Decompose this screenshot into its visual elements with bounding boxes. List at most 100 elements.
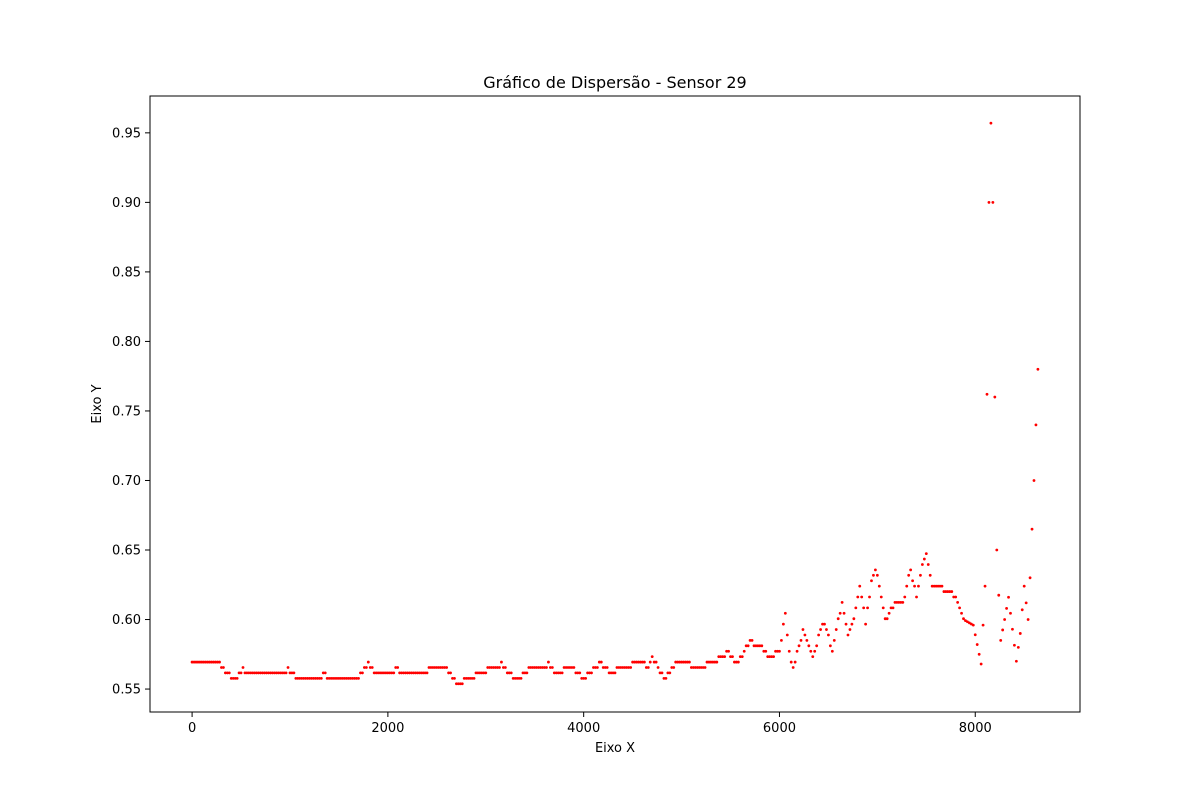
data-point [922, 557, 926, 561]
data-point [783, 611, 787, 615]
data-point [302, 676, 306, 680]
data-point [662, 676, 666, 680]
data-point [905, 584, 909, 588]
data-point [644, 666, 648, 669]
data-point [973, 633, 977, 637]
data-point [492, 666, 496, 669]
data-point [944, 590, 948, 593]
data-point [705, 660, 709, 664]
data-point [502, 666, 505, 669]
data-point [578, 671, 582, 675]
data-point [378, 671, 382, 675]
data-point [729, 655, 732, 659]
data-point [368, 666, 372, 669]
data-point [811, 655, 815, 659]
data-point [993, 395, 997, 399]
data-point [997, 593, 1001, 597]
data-point [995, 548, 999, 552]
data-point [768, 655, 772, 659]
data-point [523, 671, 527, 675]
data-point [621, 666, 625, 669]
data-point [421, 671, 425, 675]
y-tick-label: 0.90 [112, 196, 141, 211]
data-point [791, 666, 795, 669]
data-point [1009, 611, 1012, 615]
data-point [639, 660, 642, 664]
data-point [703, 666, 707, 669]
y-tick-label: 0.60 [112, 613, 141, 628]
data-point [962, 617, 965, 621]
data-point [770, 655, 774, 659]
data-point [233, 676, 237, 680]
data-point [680, 660, 683, 664]
data-point [860, 595, 864, 599]
data-point [789, 660, 793, 664]
data-point [282, 671, 286, 675]
data-point [319, 676, 323, 680]
data-point [361, 671, 364, 675]
data-point [850, 622, 854, 626]
data-point [942, 590, 946, 593]
data-point [269, 671, 272, 675]
data-point [697, 666, 701, 669]
data-point [1011, 627, 1014, 631]
data-point [214, 660, 217, 664]
data-point [754, 644, 758, 648]
data-point [652, 660, 656, 664]
data-point [646, 666, 650, 669]
data-point [971, 623, 975, 627]
data-point [500, 660, 503, 664]
data-point [611, 671, 615, 675]
data-point [881, 606, 885, 610]
data-point [846, 633, 850, 637]
data-point [889, 606, 893, 610]
data-point [1005, 607, 1008, 610]
data-point [1034, 423, 1038, 427]
data-point [664, 676, 668, 680]
data-point [323, 671, 327, 675]
data-point [821, 622, 824, 626]
data-point [531, 666, 535, 669]
data-point [231, 676, 235, 680]
data-point [807, 644, 811, 648]
data-point [535, 666, 539, 669]
data-point [494, 666, 497, 669]
data-point [795, 649, 799, 653]
data-point [852, 617, 856, 621]
data-point [707, 660, 711, 664]
data-point [594, 666, 597, 669]
data-point [562, 666, 566, 669]
data-point [229, 676, 233, 680]
data-point [259, 671, 263, 675]
data-point [388, 671, 392, 675]
data-point [776, 649, 779, 653]
data-point [805, 638, 809, 642]
data-point [404, 671, 407, 675]
data-point [599, 660, 603, 664]
data-point [584, 676, 588, 680]
data-point [781, 622, 785, 626]
data-point [983, 584, 987, 588]
data-point [756, 644, 760, 648]
data-point [276, 671, 280, 675]
data-point [734, 660, 738, 664]
data-point [1026, 618, 1030, 621]
data-point [521, 671, 525, 675]
data-point [648, 660, 652, 664]
data-point [509, 671, 513, 675]
data-point [347, 676, 351, 680]
data-point [926, 563, 930, 566]
data-point [907, 573, 911, 577]
data-point [597, 660, 601, 664]
data-point [453, 676, 456, 680]
data-point [827, 633, 830, 637]
data-point [460, 682, 464, 686]
data-point [609, 671, 613, 675]
data-point [384, 671, 388, 675]
data-point [854, 606, 858, 610]
data-point [815, 644, 819, 648]
data-point [950, 590, 954, 593]
data-point [406, 671, 409, 675]
data-point [930, 584, 934, 588]
data-point [633, 660, 636, 664]
